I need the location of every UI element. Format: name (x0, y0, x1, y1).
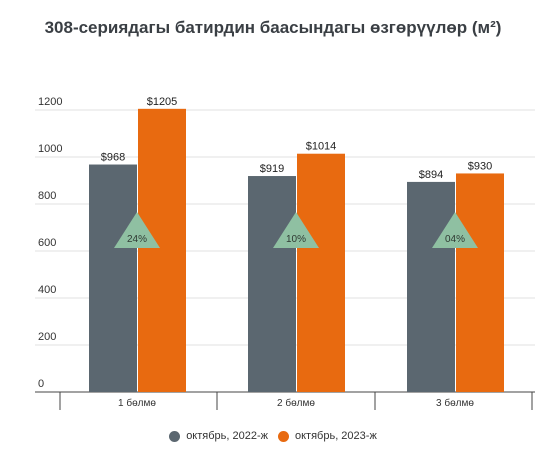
legend-label-2023: октябрь, 2023-ж (295, 430, 377, 442)
data-label-1-1: $1014 (306, 141, 337, 153)
y-tick-label-800: 800 (38, 190, 56, 202)
data-label-0-1: $919 (260, 163, 284, 175)
legend-swatch-2022 (169, 430, 181, 442)
legend-label-2022: октябрь, 2022-ж (186, 430, 268, 442)
change-marker-0 (114, 212, 160, 248)
y-tick-label-1000: 1000 (38, 143, 62, 155)
bar-1-1 (297, 153, 345, 392)
bar-0-0 (89, 164, 137, 392)
x-tick-label-1: 2 бөлмө (277, 397, 315, 409)
data-label-0-2: $894 (419, 169, 443, 181)
data-label-1-2: $930 (468, 160, 492, 172)
change-label-1: 10% (286, 234, 306, 245)
data-label-0-0: $968 (101, 152, 125, 164)
y-tick-label-0: 0 (38, 378, 44, 390)
legend: октябрь, 2022-ж октябрь, 2023-ж (0, 430, 546, 442)
y-tick-label-200: 200 (38, 331, 56, 343)
chart-title: 308-сериядагы батирдин баасындагы өзгөрү… (44, 18, 502, 37)
bar-1-2 (456, 173, 504, 392)
y-tick-label-600: 600 (38, 237, 56, 249)
change-label-0: 24% (127, 234, 147, 245)
y-tick-label-1200: 1200 (38, 96, 62, 108)
change-marker-1 (273, 212, 319, 248)
y-tick-label-400: 400 (38, 284, 56, 296)
bar-0-1 (248, 176, 296, 392)
legend-swatch-2023 (278, 430, 289, 442)
x-tick-label-2: 3 бөлмө (436, 397, 474, 409)
legend-item-2023[interactable]: октябрь, 2023-ж (278, 430, 377, 442)
change-label-2: 04% (445, 234, 465, 245)
legend-item-2022[interactable]: октябрь, 2022-ж (169, 430, 268, 442)
x-tick-label-0: 1 бөлмө (118, 397, 156, 409)
data-label-1-0: $1205 (147, 96, 178, 108)
change-marker-2 (432, 212, 478, 248)
bar-0-2 (407, 181, 455, 392)
bar-1-0 (138, 108, 186, 392)
